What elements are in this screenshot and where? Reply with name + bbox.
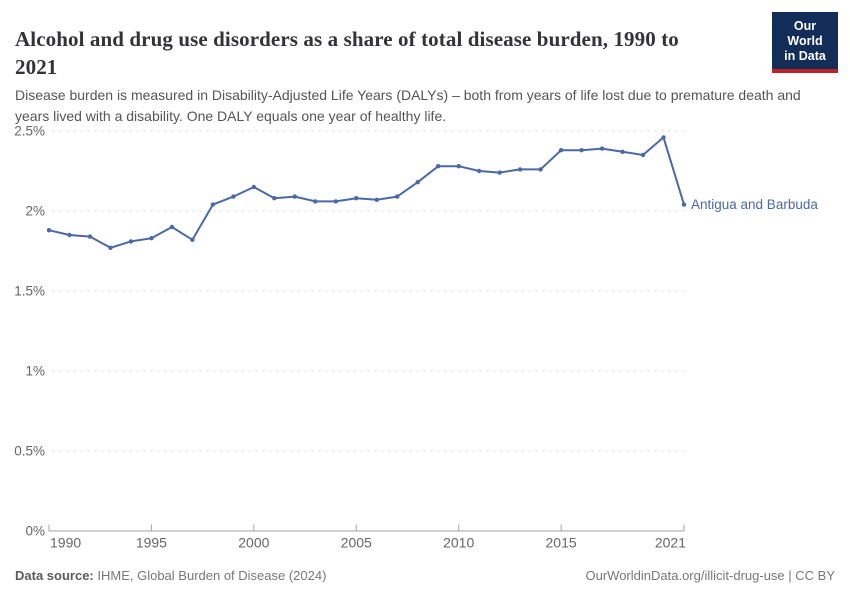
data-point[interactable] (456, 164, 461, 169)
chart-subtitle: Disease burden is measured in Disability… (15, 87, 801, 124)
data-point[interactable] (354, 196, 359, 201)
y-tick-label: 2% (25, 204, 45, 219)
data-point[interactable] (640, 152, 646, 158)
x-tick-label: 2015 (546, 535, 577, 551)
data-point[interactable] (395, 194, 400, 199)
owid-logo-line2: in Data (784, 49, 826, 63)
y-tick-label: 0.5% (14, 444, 45, 459)
data-point[interactable] (108, 245, 113, 250)
data-point[interactable] (292, 194, 298, 199)
data-point[interactable] (46, 228, 52, 233)
x-tick-label: 2021 (655, 535, 686, 551)
data-source-label: Data source: (15, 568, 94, 583)
data-point[interactable] (435, 164, 441, 169)
data-point[interactable] (190, 237, 195, 242)
data-point[interactable] (128, 239, 134, 244)
y-tick-label: 0% (25, 524, 45, 539)
data-point[interactable] (87, 234, 93, 239)
data-point[interactable] (210, 202, 216, 207)
y-tick-label: 1.5% (14, 284, 45, 299)
data-point[interactable] (333, 199, 338, 204)
data-point[interactable] (620, 149, 625, 154)
data-point[interactable] (374, 197, 379, 202)
data-point[interactable] (476, 168, 482, 174)
x-tick-label: 2000 (238, 535, 269, 551)
chart-title: Alcohol and drug use disorders as a shar… (15, 27, 679, 79)
data-point[interactable] (517, 167, 523, 172)
entity-label[interactable]: Antigua and Barbuda (691, 197, 818, 212)
owid-logo-line1: Our World (787, 19, 823, 48)
y-tick-label: 2.5% (14, 124, 45, 139)
owid-logo[interactable]: Our World in Data (772, 12, 838, 73)
x-tick-label: 2010 (443, 535, 474, 551)
data-point[interactable] (579, 148, 584, 153)
data-point[interactable] (149, 236, 154, 241)
data-point[interactable] (661, 135, 666, 140)
data-point[interactable] (169, 224, 175, 230)
credit-link[interactable]: OurWorldinData.org/illicit-drug-use | CC… (585, 568, 836, 583)
data-point[interactable] (538, 167, 543, 172)
data-point[interactable] (558, 148, 564, 153)
chart-footer: Data source: IHME, Global Burden of Dise… (15, 567, 835, 585)
data-point[interactable] (67, 232, 72, 238)
data-point[interactable] (415, 180, 420, 185)
data-point[interactable] (599, 146, 605, 151)
trend-line[interactable] (48, 136, 685, 249)
x-tick-label: 1995 (136, 535, 167, 551)
data-point[interactable] (231, 194, 236, 199)
data-source-note: Data source: IHME, Global Burden of Dise… (15, 567, 326, 585)
x-tick-label: 1990 (50, 535, 81, 551)
data-point[interactable] (497, 170, 502, 175)
data-point[interactable] (272, 196, 277, 201)
y-tick-label: 1% (25, 364, 45, 379)
data-point[interactable] (251, 184, 257, 190)
data-point[interactable] (681, 202, 687, 207)
data-source-text: IHME, Global Burden of Disease (2024) (97, 568, 327, 583)
x-tick-label: 2005 (341, 535, 372, 551)
data-point[interactable] (313, 199, 318, 204)
